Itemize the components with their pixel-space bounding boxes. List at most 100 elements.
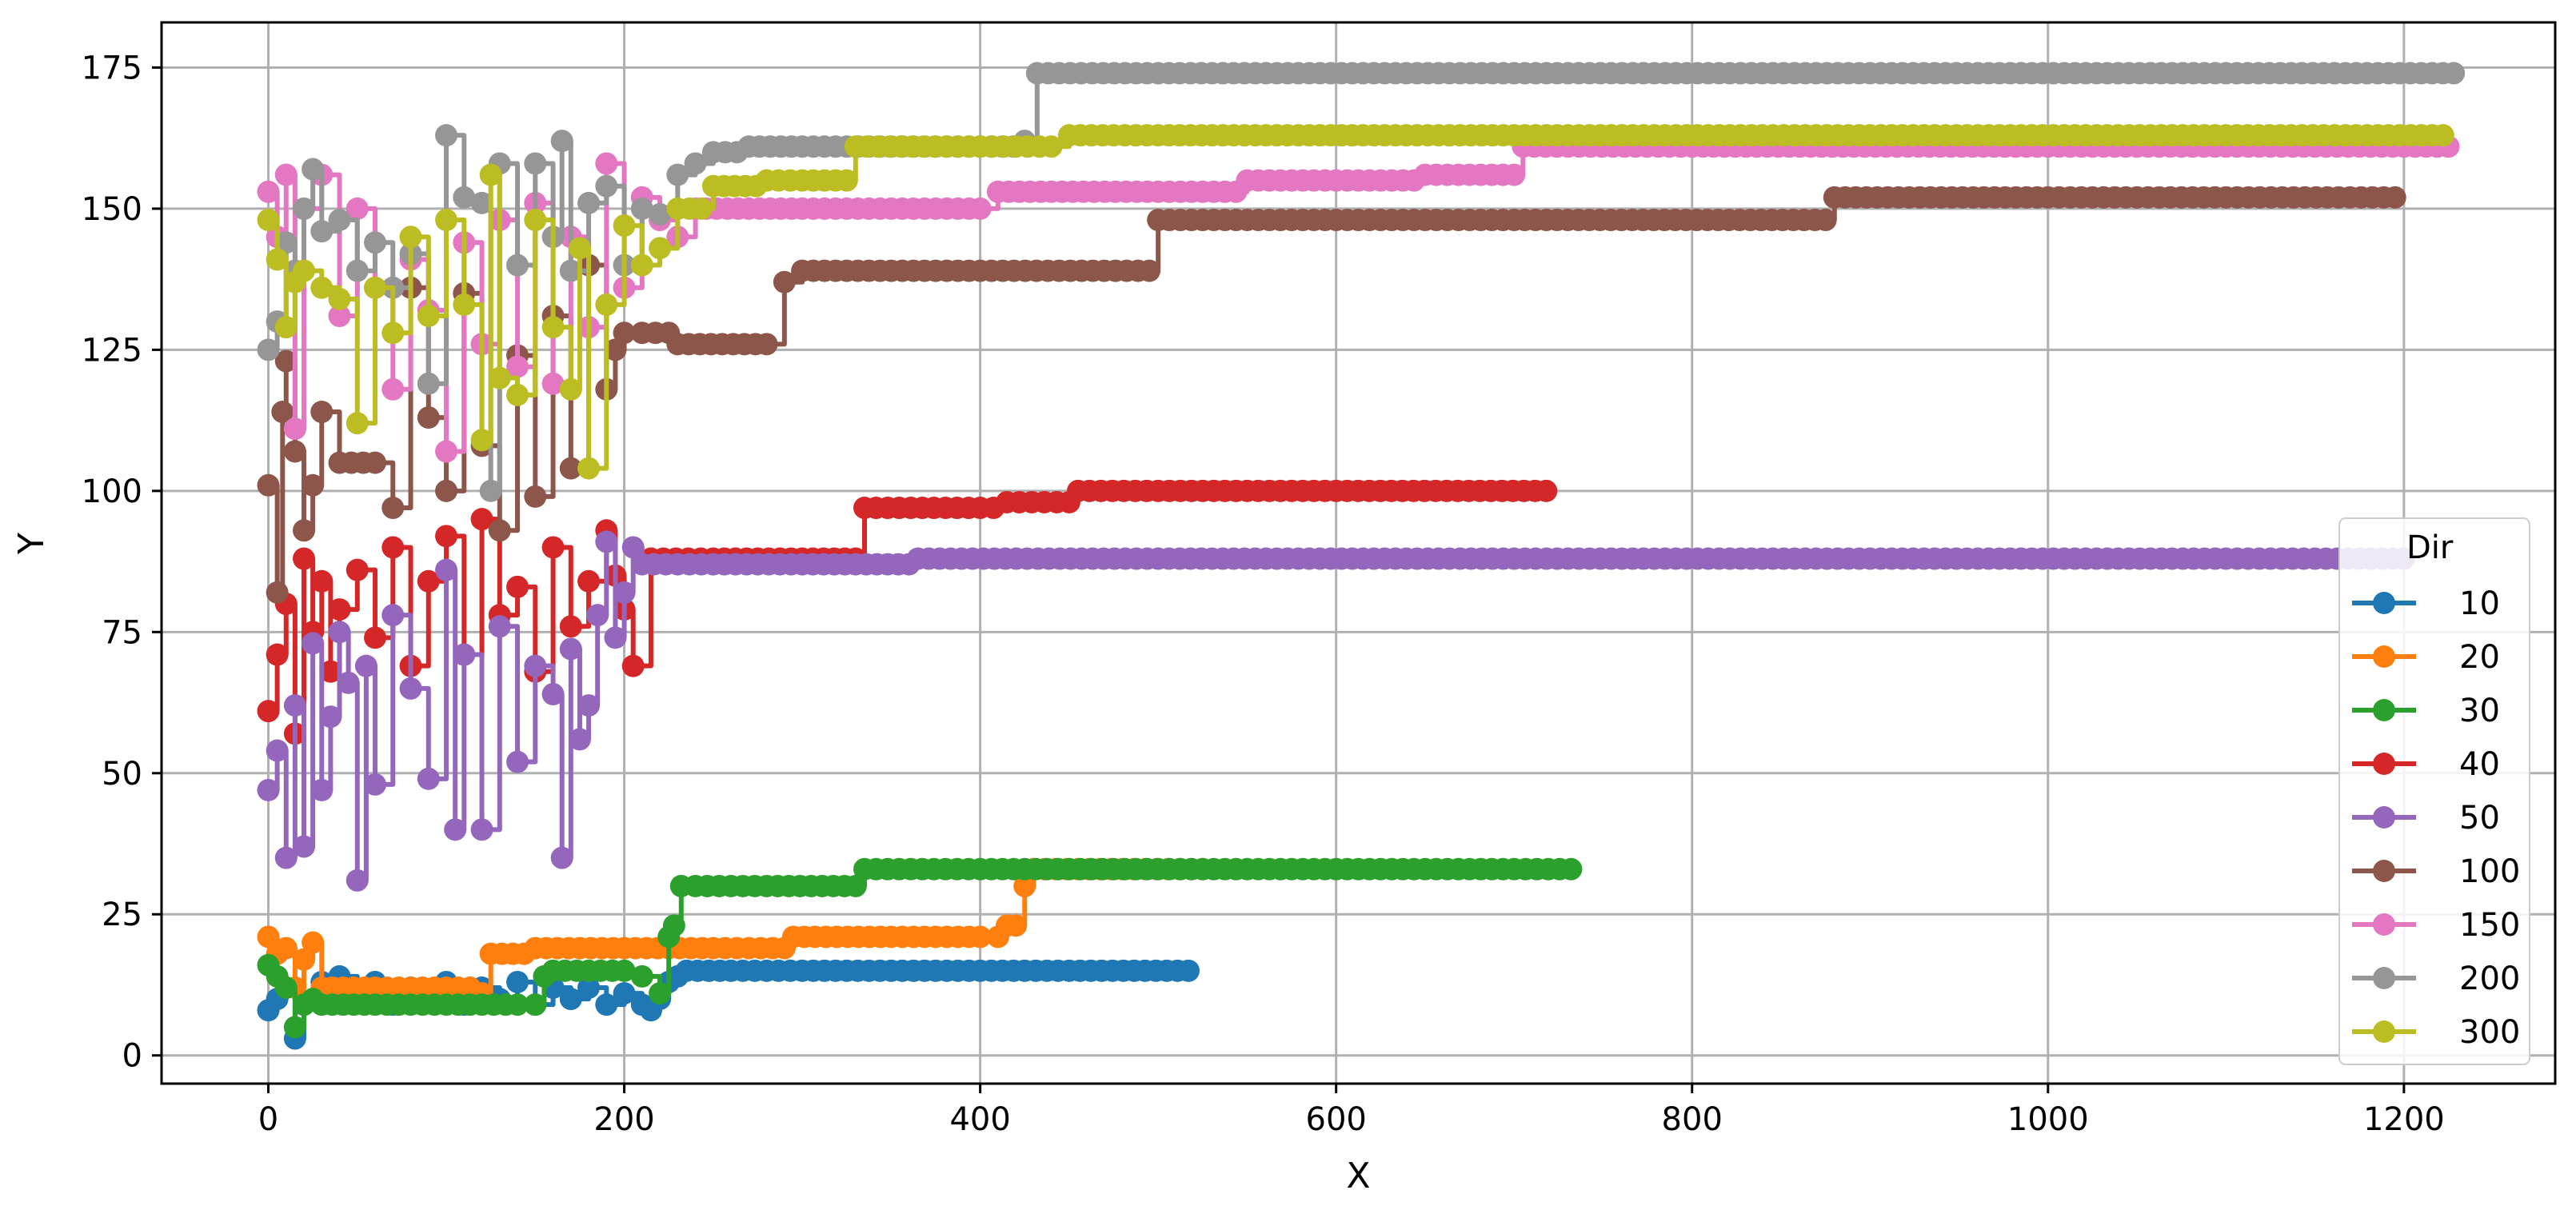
data-point: [479, 479, 502, 502]
data-point: [684, 152, 707, 175]
data-point: [630, 254, 653, 277]
data-point: [2203, 124, 2227, 147]
data-point: [470, 508, 493, 531]
data-point: [541, 316, 565, 339]
data-point: [1803, 209, 1827, 232]
data-point: [957, 259, 980, 282]
data-point: [1013, 874, 1036, 897]
y-tick-label: 50: [102, 756, 142, 793]
data-point: [293, 259, 316, 282]
legend-item-40: 40: [2352, 746, 2500, 783]
data-point: [725, 141, 749, 164]
data-point: [310, 569, 333, 593]
data-point: [744, 333, 767, 356]
data-point: [328, 209, 351, 232]
data-point: [559, 259, 582, 282]
data-point: [1166, 959, 1189, 982]
data-point: [709, 959, 732, 982]
data-point: [550, 846, 573, 869]
legend-marker: [2373, 592, 2395, 614]
data-point: [2203, 62, 2227, 85]
x-tick-label: 400: [949, 1101, 1010, 1138]
data-point: [293, 519, 316, 542]
x-tick-label: 1000: [2007, 1101, 2089, 1138]
y-tick-label: 100: [82, 473, 142, 510]
data-point: [453, 293, 476, 316]
data-point: [283, 440, 306, 463]
x-tick-label: 800: [1662, 1101, 1723, 1138]
data-point: [595, 174, 618, 198]
legend-item-300: 300: [2352, 1014, 2520, 1051]
data-point: [302, 158, 325, 181]
y-tick-label: 0: [122, 1038, 142, 1075]
data-point: [435, 479, 458, 502]
data-point: [488, 519, 511, 542]
data-point: [524, 654, 547, 677]
data-point: [319, 705, 342, 729]
data-point: [524, 152, 547, 175]
data-point: [559, 637, 582, 661]
data-point: [2421, 124, 2444, 147]
data-point: [586, 604, 609, 627]
data-point: [328, 305, 351, 328]
data-point: [283, 1016, 306, 1039]
data-point: [310, 778, 333, 801]
data-point: [666, 163, 689, 186]
legend-title: Dir: [2406, 529, 2454, 566]
data-point: [1136, 857, 1159, 881]
data-point: [266, 643, 289, 666]
y-tick-label: 75: [102, 614, 142, 651]
x-tick-label: 200: [593, 1101, 654, 1138]
data-point: [2203, 186, 2227, 209]
data-point: [399, 226, 422, 249]
data-point: [364, 231, 387, 254]
data-point: [310, 276, 333, 299]
data-point: [381, 604, 405, 627]
data-point: [513, 942, 536, 965]
y-tick-label: 150: [82, 191, 142, 228]
data-point: [1313, 169, 1336, 192]
data-point: [779, 169, 802, 192]
data-point: [337, 671, 360, 694]
data-point: [824, 169, 847, 192]
data-point: [328, 621, 351, 644]
data-point: [1548, 857, 1572, 881]
data-point: [488, 615, 511, 638]
data-point: [869, 959, 892, 982]
plot-frame: [160, 21, 2557, 1085]
legend: Dir 10 20 30 40 50 100 150 200 300: [2338, 517, 2530, 1065]
data-point: [541, 536, 565, 559]
data-point: [423, 976, 446, 1000]
data-point: [887, 553, 910, 576]
data-point: [2203, 547, 2227, 570]
data-point: [1492, 163, 1515, 186]
data-point: [345, 259, 369, 282]
data-point: [319, 660, 342, 683]
legend-label: 200: [2459, 960, 2520, 997]
data-point: [577, 976, 601, 1000]
data-point: [328, 287, 351, 310]
data-point: [780, 553, 803, 576]
data-point: [257, 180, 280, 203]
data-point: [761, 936, 785, 960]
legend-marker: [2373, 860, 2395, 882]
legend-label: 10: [2459, 585, 2500, 622]
data-point: [550, 130, 573, 153]
data-point: [381, 497, 405, 520]
data-point: [601, 936, 625, 960]
data-point: [613, 214, 636, 238]
data-point: [435, 525, 458, 548]
x-axis-ticks: 0 200 400 600 800 1000 1200: [258, 1084, 2445, 1138]
data-point: [1136, 180, 1159, 203]
data-point: [257, 209, 280, 232]
data-point: [417, 406, 440, 429]
data-point: [604, 338, 627, 361]
data-point: [1847, 62, 1871, 85]
series-layer: [257, 62, 2466, 1050]
legend-label: 150: [2459, 907, 2520, 944]
data-point: [568, 728, 591, 751]
data-point: [2026, 186, 2049, 209]
data-point: [662, 914, 685, 937]
legend-item-100: 100: [2352, 853, 2520, 890]
